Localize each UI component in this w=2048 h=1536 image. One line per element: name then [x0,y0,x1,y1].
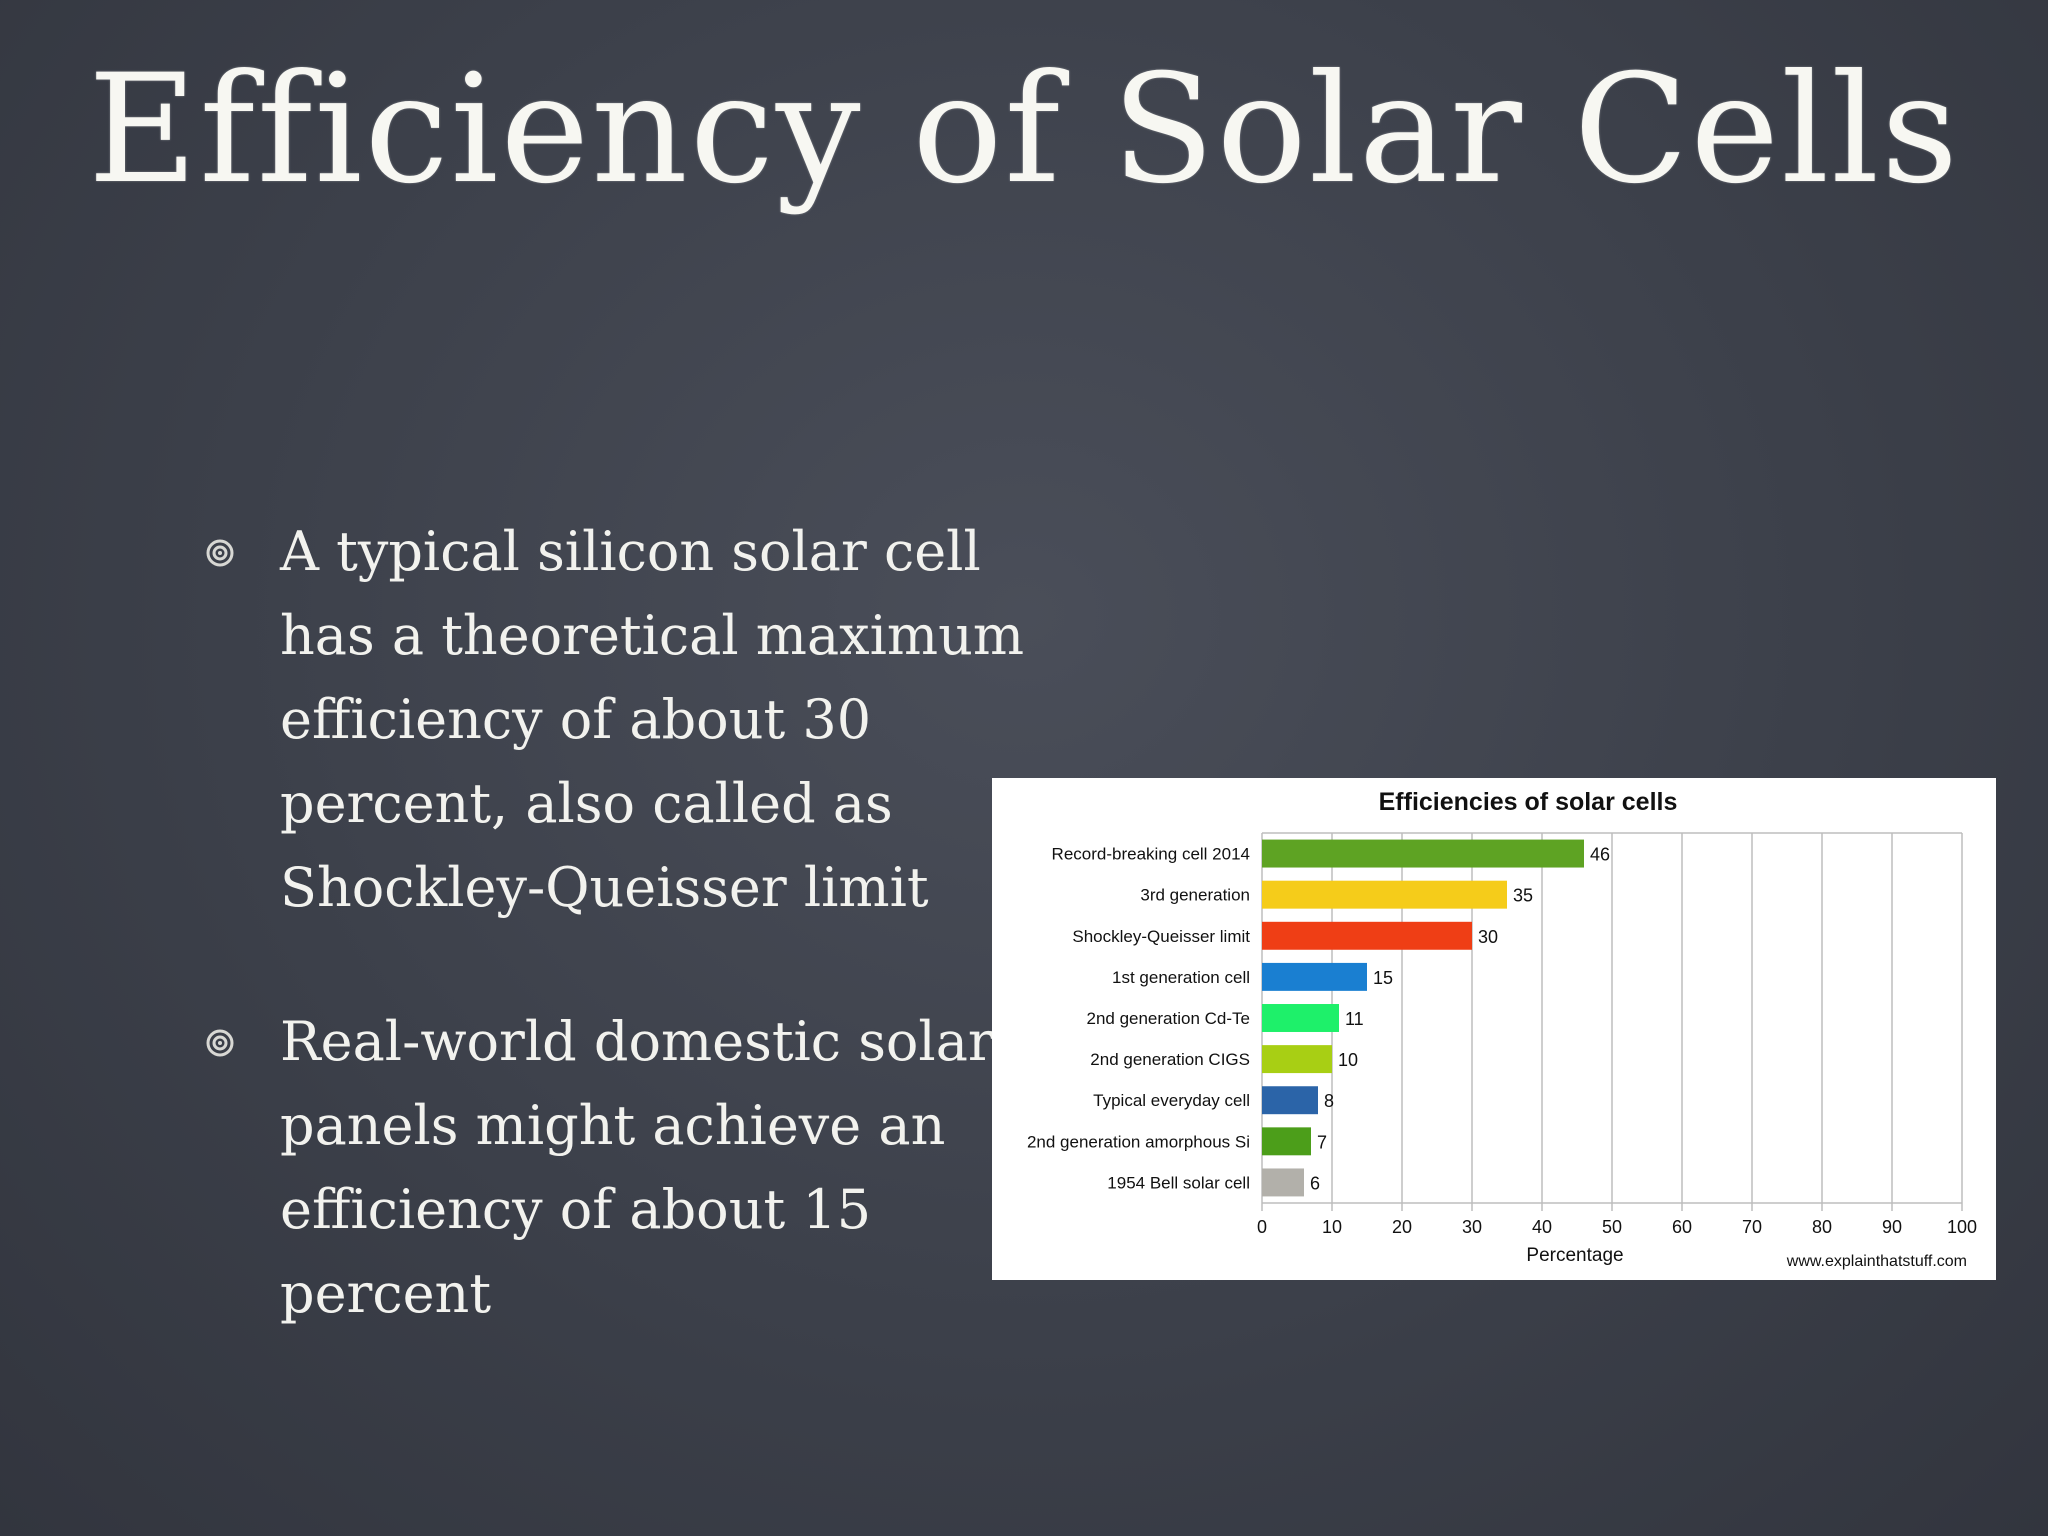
category-label: 1st generation cell [1112,968,1250,987]
bar-chart: Efficiencies of solar cells Record-break… [1027,788,1977,1270]
bar [1262,1045,1332,1074]
x-tick-labels: 0 10 20 30 40 50 60 70 80 90 100 [1257,1217,1977,1237]
chart-bars [1262,839,1584,1197]
category-label: 2nd generation amorphous Si [1027,1132,1250,1151]
x-tick-label: 10 [1322,1217,1342,1237]
category-labels: Record-breaking cell 2014 3rd generation S… [1027,845,1250,1193]
x-tick-label: 90 [1882,1217,1902,1237]
bullet-list: A typical silicon solar cell has a theor… [205,510,1025,1406]
swirl-bullet-icon [206,1029,234,1057]
x-tick-label: 0 [1257,1217,1267,1237]
value-label: 46 [1590,845,1610,865]
value-label: 6 [1310,1173,1320,1193]
category-label: 1954 Bell solar cell [1107,1173,1250,1192]
bullet-text: Real-world domestic solar panels might a… [280,1010,994,1325]
value-label: 30 [1478,927,1498,947]
credit-text: www.explainthatstuff.com [1786,1253,1967,1270]
category-label: 2nd generation Cd-Te [1086,1009,1250,1028]
value-label: 7 [1317,1132,1327,1152]
swirl-bullet-icon [206,539,234,567]
category-label: 2nd generation CIGS [1090,1050,1250,1069]
value-label: 10 [1338,1050,1358,1070]
bullet-text: A typical silicon solar cell has a theor… [280,520,1025,919]
value-label: 15 [1373,968,1393,988]
x-tick-label: 30 [1462,1217,1482,1237]
bullet-item: A typical silicon solar cell has a theor… [205,510,1025,930]
bar [1262,839,1584,868]
category-label: Shockley-Queisser limit [1072,927,1250,946]
value-label: 8 [1324,1091,1334,1111]
x-tick-label: 70 [1742,1217,1762,1237]
x-tick-label: 80 [1812,1217,1832,1237]
chart-grid [1261,832,1963,1211]
x-tick-label: 40 [1532,1217,1552,1237]
slide-title: Efficiency of Solar Cells [87,43,1961,217]
value-label: 35 [1513,886,1533,906]
category-label: Record-breaking cell 2014 [1052,845,1250,864]
x-tick-label: 60 [1672,1217,1692,1237]
bar [1262,1004,1339,1032]
bar [1262,1127,1311,1156]
category-label: 3rd generation [1140,886,1250,905]
value-label: 11 [1345,1009,1364,1029]
chart-panel: Efficiencies of solar cells Record-break… [992,778,1996,1280]
bar [1262,921,1472,950]
x-tick-label: 20 [1392,1217,1412,1237]
chart-title: Efficiencies of solar cells [1379,788,1678,816]
x-axis-label: Percentage [1526,1245,1623,1266]
category-label: Typical everyday cell [1093,1091,1250,1110]
bar [1262,1086,1318,1115]
bar [1262,962,1367,991]
bullet-item: Real-world domestic solar panels might a… [205,1000,1025,1336]
value-labels: 46 35 30 15 11 10 8 7 6 [1310,845,1610,1194]
x-tick-label: 50 [1602,1217,1622,1237]
bar [1262,1168,1304,1197]
bar [1262,880,1507,909]
x-tick-label: 100 [1947,1217,1977,1237]
